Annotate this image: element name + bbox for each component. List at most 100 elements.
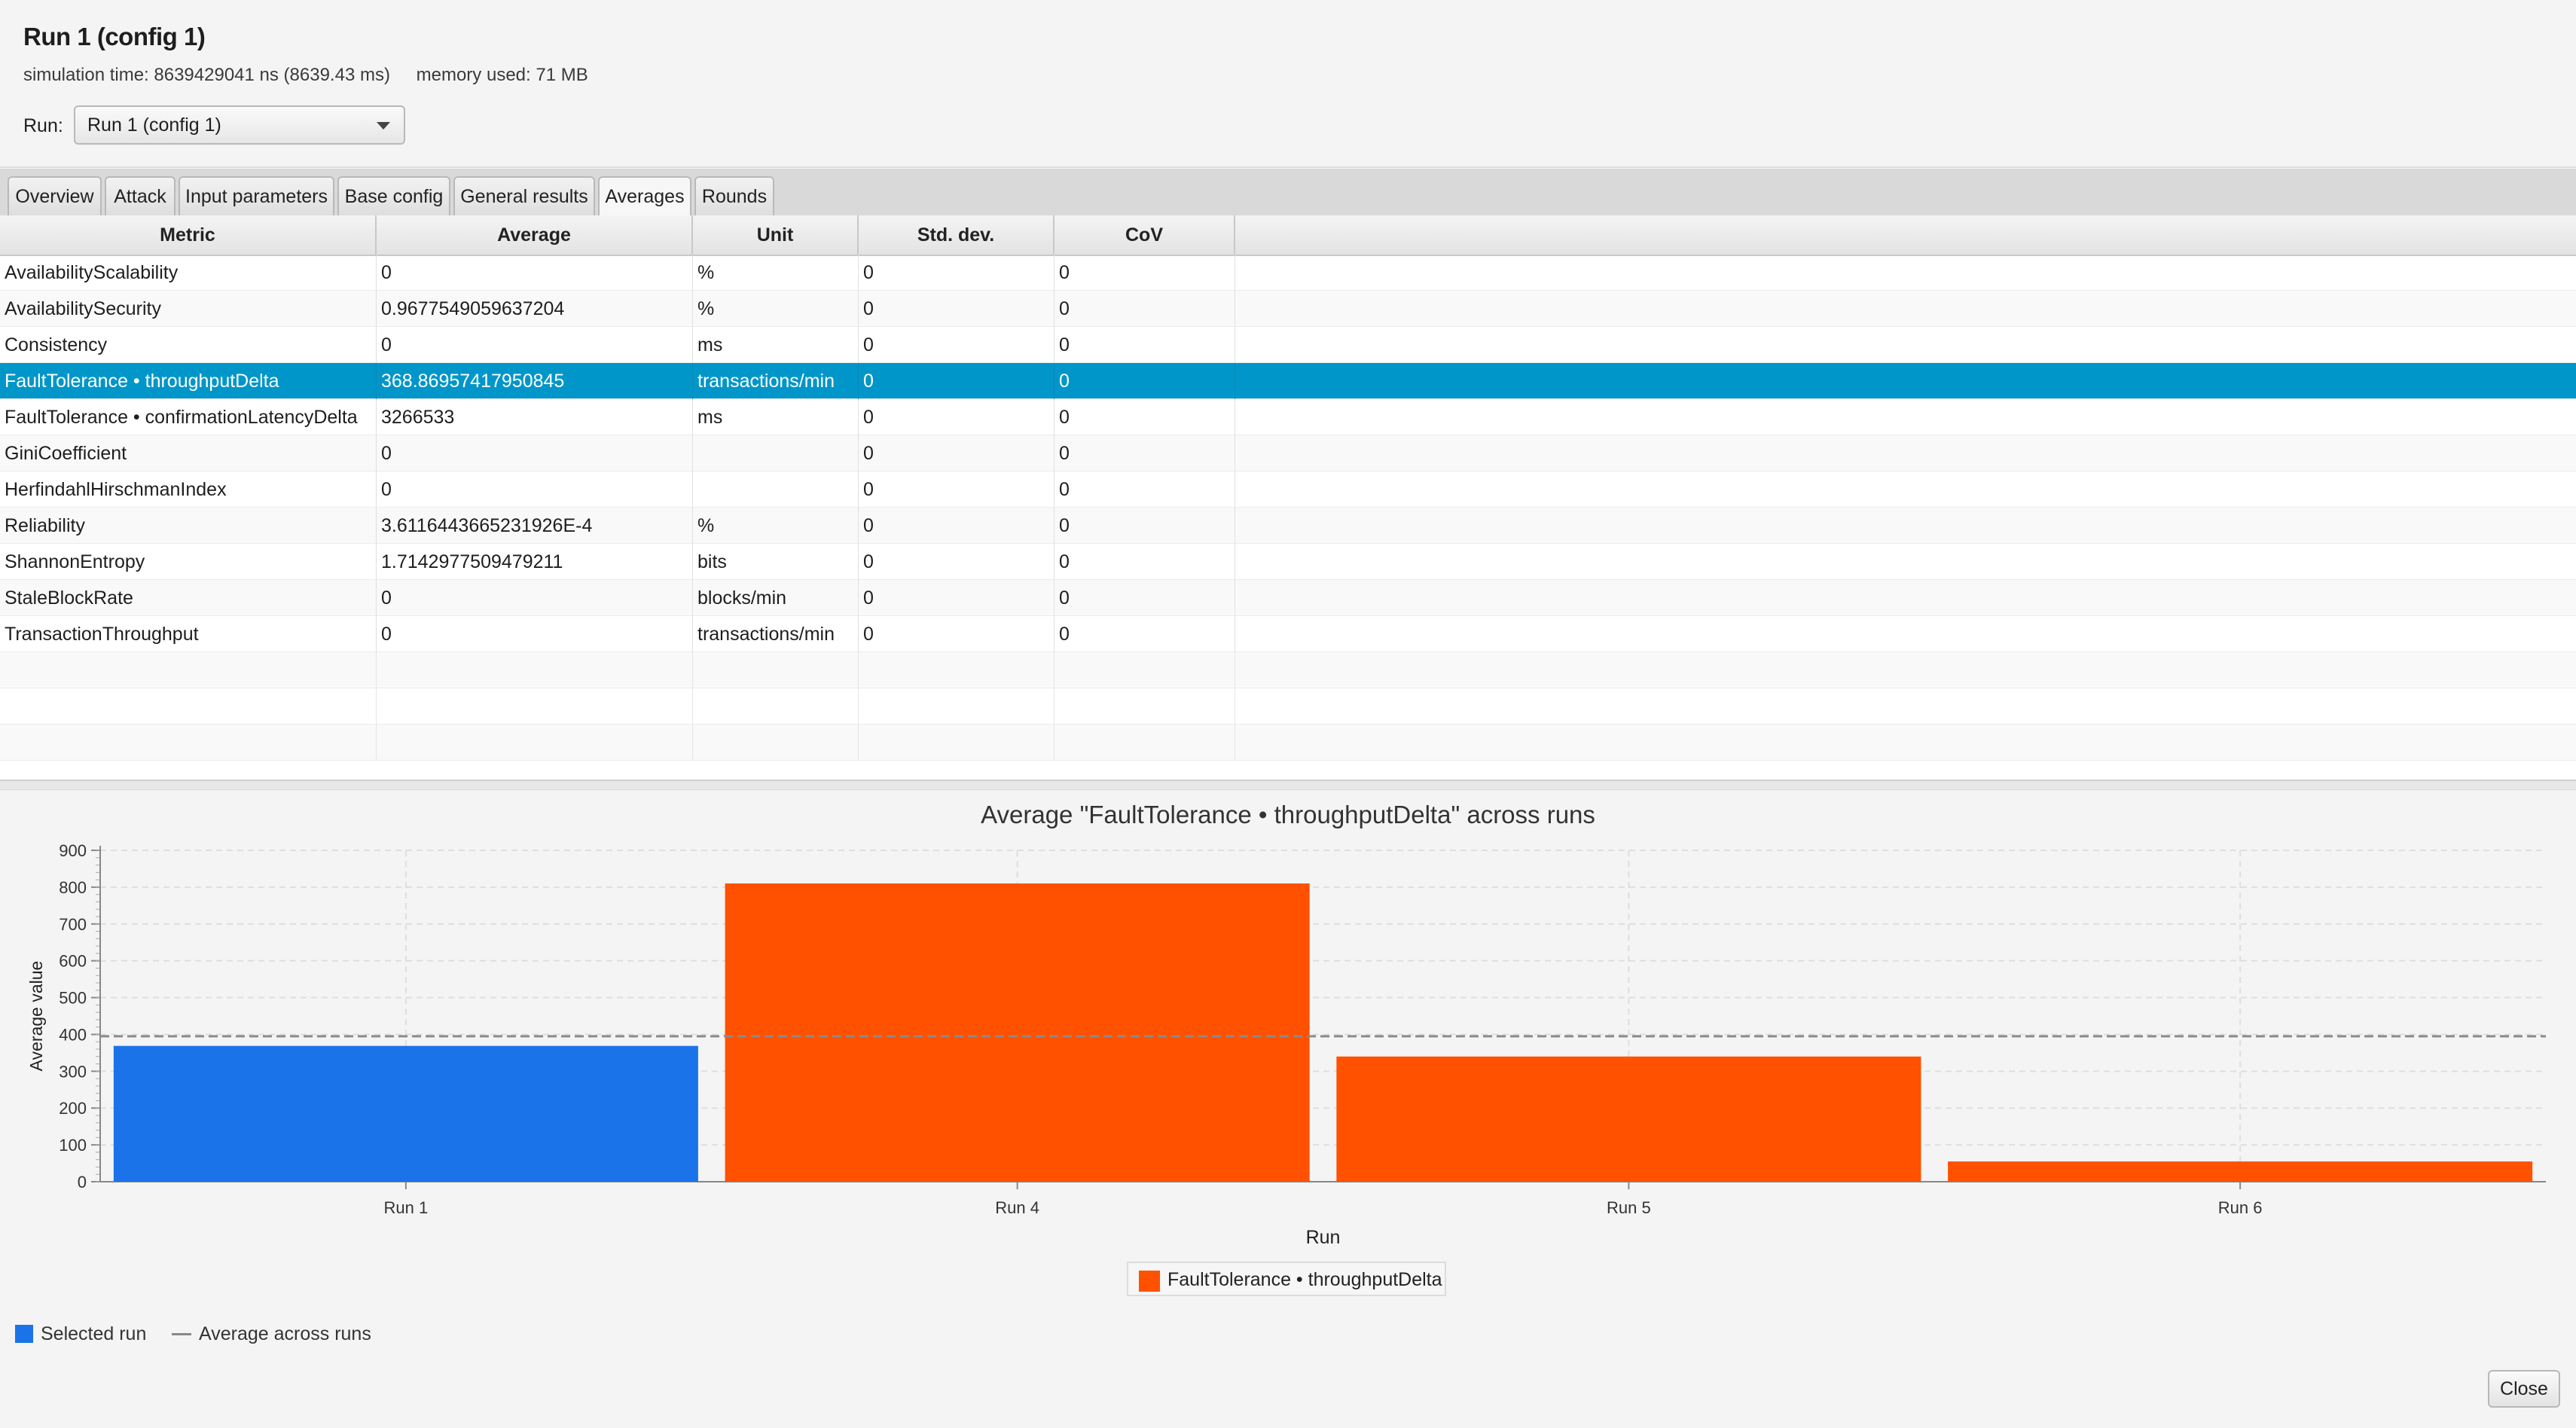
- cell-metric: FaultTolerance • confirmationLatencyDelt…: [0, 399, 377, 435]
- bar-chart: 0 100 200 300 400 500 600 700 800 900 Run 1 Run 4 Ru…: [26, 841, 2546, 1248]
- cell-unit: ms: [693, 399, 859, 435]
- cell-average: 0: [377, 255, 693, 291]
- empty-table-row: [0, 688, 2576, 725]
- run-header: Run 1 (config 1) simulation time: 863942…: [0, 0, 2576, 168]
- cell-average: 3266533: [377, 399, 693, 435]
- table-row[interactable]: FaultTolerance • confirmationLatencyDelt…: [0, 399, 2576, 435]
- table-row[interactable]: GiniCoefficient 0 0 0: [0, 435, 2576, 471]
- y-tick-label: 200: [59, 1099, 87, 1118]
- cell-unit: %: [693, 508, 859, 544]
- cell-std-dev: 0: [859, 327, 1055, 363]
- x-tick-label: Run 1: [384, 1198, 429, 1217]
- cell-std-dev: 0: [859, 363, 1055, 399]
- table-row[interactable]: TransactionThroughput 0 transactions/min 0 0: [0, 616, 2576, 652]
- cell-metric: GiniCoefficient: [0, 435, 377, 471]
- y-tick-label: 0: [78, 1173, 87, 1192]
- cell-unit: %: [693, 291, 859, 327]
- legend-swatch: [1139, 1271, 1160, 1292]
- cell-unit: [693, 725, 859, 761]
- tab-input-parameters[interactable]: Input parameters: [179, 176, 334, 215]
- cell-std-dev: 0: [859, 291, 1055, 327]
- cell-metric: StaleBlockRate: [0, 580, 377, 616]
- selected-run-swatch: [15, 1325, 33, 1343]
- legend-label: FaultTolerance • throughputDelta: [1167, 1269, 1442, 1290]
- tab-base-config[interactable]: Base config: [337, 176, 450, 215]
- table-row[interactable]: StaleBlockRate 0 blocks/min 0 0: [0, 580, 2576, 616]
- cell-cov: 0: [1055, 471, 1235, 508]
- cell-average: 1.7142977509479211: [377, 544, 693, 580]
- table-row[interactable]: AvailabilityScalability 0% 0 0: [0, 255, 2576, 291]
- empty-table-row: [0, 652, 2576, 688]
- cell-cov: [1055, 725, 1235, 761]
- cell-std-dev: 0: [859, 471, 1055, 508]
- cell-std-dev: [859, 725, 1055, 761]
- empty-table-row: [0, 725, 2576, 761]
- tab-averages[interactable]: Averages: [598, 176, 691, 217]
- cell-average: 0: [377, 435, 693, 471]
- cell-cov: 0: [1055, 327, 1235, 363]
- x-axis-label: Run: [1306, 1227, 1341, 1248]
- tab-rounds[interactable]: Rounds: [694, 176, 774, 215]
- bar-run-6: [1948, 1161, 2533, 1182]
- cell-std-dev: [859, 652, 1055, 688]
- cell-metric: FaultTolerance • throughputDelta: [0, 363, 377, 399]
- cell-cov: 0: [1055, 255, 1235, 291]
- run-select-value: Run 1 (config 1): [87, 114, 221, 136]
- tab-overview[interactable]: Overview: [8, 176, 102, 215]
- cell-average: 3.6116443665231926E-4: [377, 508, 693, 544]
- run-select[interactable]: Run 1 (config 1): [74, 105, 405, 145]
- y-tick-label: 900: [59, 841, 87, 860]
- cell-metric: [0, 688, 377, 725]
- table-row[interactable]: Consistency 0 ms 0 0: [0, 327, 2576, 363]
- cell-unit: bits: [693, 544, 859, 580]
- x-tick-label: Run 5: [1607, 1198, 1651, 1217]
- cell-std-dev: 0: [859, 616, 1055, 652]
- column-header-cov[interactable]: CoV: [1055, 215, 1235, 255]
- bar-run-4: [725, 883, 1310, 1182]
- cell-average: 0: [377, 580, 693, 616]
- cell-std-dev: 0: [859, 435, 1055, 471]
- y-tick-label: 100: [59, 1136, 87, 1155]
- cell-unit: transactions/min: [693, 616, 859, 652]
- cell-unit: blocks/min: [693, 580, 859, 616]
- column-header-average[interactable]: Average: [377, 215, 693, 255]
- header-divider: [0, 166, 2576, 168]
- y-tick-label: 400: [59, 1025, 87, 1044]
- cell-average: 368.86957417950845: [377, 363, 693, 399]
- table-row[interactable]: ShannonEntropy 1.7142977509479211 bits 0 0: [0, 544, 2576, 580]
- run-select-label: Run:: [23, 115, 63, 136]
- cell-cov: 0: [1055, 616, 1235, 652]
- cell-unit: transactions/min: [693, 363, 859, 399]
- cell-unit: [693, 471, 859, 508]
- cell-metric: AvailabilitySecurity: [0, 291, 377, 327]
- cell-cov: 0: [1055, 508, 1235, 544]
- bar-run-1: [113, 1045, 698, 1182]
- cell-metric: [0, 725, 377, 761]
- average-line-label: Average across runs: [199, 1323, 371, 1344]
- y-tick-label: 600: [59, 952, 87, 971]
- table-row[interactable]: AvailabilitySecurity 0.9677549059637204% 0…: [0, 291, 2576, 327]
- cell-cov: 0: [1055, 435, 1235, 471]
- y-axis-label: Average value: [26, 961, 46, 1072]
- cell-cov: 0: [1055, 291, 1235, 327]
- cell-std-dev: 0: [859, 508, 1055, 544]
- table-row[interactable]: Reliability 3.6116443665231926E-4% 0 0: [0, 508, 2576, 544]
- tab-attack[interactable]: Attack: [105, 176, 175, 215]
- column-header-unit[interactable]: Unit: [693, 215, 859, 255]
- cell-metric: TransactionThroughput: [0, 616, 377, 652]
- y-tick-label: 800: [59, 878, 87, 897]
- column-header-metric[interactable]: Metric: [0, 215, 377, 255]
- chart-panel: Average "FaultTolerance • throughputDelt…: [0, 790, 2576, 1428]
- cell-cov: 0: [1055, 580, 1235, 616]
- table-row[interactable]: HerfindahlHirschmanIndex 0 0 0: [0, 471, 2576, 508]
- bar-run-5: [1336, 1056, 1921, 1182]
- close-button[interactable]: Close: [2488, 1370, 2560, 1408]
- column-header-std-dev[interactable]: Std. dev.: [859, 215, 1055, 255]
- table-row[interactable]: FaultTolerance • throughputDelta 368.8695…: [0, 363, 2576, 399]
- tab-general-results[interactable]: General results: [453, 176, 595, 215]
- split-pane-divider[interactable]: [0, 780, 2576, 790]
- run-title: Run 1 (config 1): [23, 23, 206, 50]
- cell-average: 0: [377, 616, 693, 652]
- cell-average: 0.9677549059637204: [377, 291, 693, 327]
- chart-legend: FaultTolerance • throughputDelta: [1127, 1262, 1446, 1296]
